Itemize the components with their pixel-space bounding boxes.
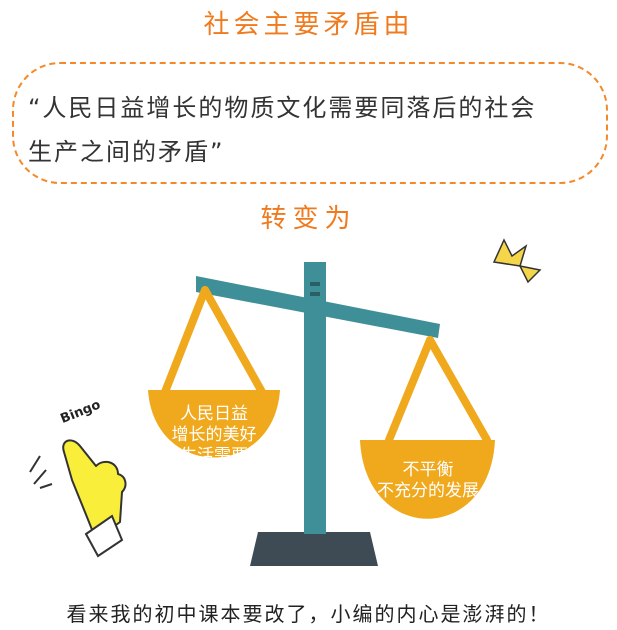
- quote-text: “人民日益增长的物质文化需要同落后的社会 生产之间的矛盾”: [28, 86, 598, 174]
- quote-line-2: 生产之间的矛盾”: [28, 138, 225, 166]
- sparkle-icon: [492, 238, 542, 284]
- header-title: 社会主要矛盾由: [203, 10, 414, 40]
- footer-caption: 看来我的初中课本要改了，小编的内心是澎湃的！: [66, 602, 551, 626]
- right-pan: [360, 336, 495, 519]
- right-pan-line-1: 不平衡: [402, 460, 454, 480]
- scale-base: [250, 532, 378, 566]
- thumbs-up-icon: [29, 439, 127, 558]
- left-pan-line-1: 人民日益: [180, 404, 248, 424]
- left-pan-line-3: 生活需要: [180, 446, 248, 466]
- left-pan: [148, 286, 280, 458]
- scale-pole: [304, 262, 326, 534]
- transition-title: 转变为: [260, 204, 357, 234]
- pole-screw-top: [310, 282, 320, 286]
- quote-line-1: “人民日益增长的物质文化需要同落后的社会: [28, 94, 537, 122]
- quote-bubble: [12, 62, 608, 184]
- scale-beam: [196, 276, 440, 338]
- right-pan-label: 不平衡 不充分的发展: [362, 460, 494, 502]
- left-pan-line-2: 增长的美好: [171, 425, 257, 445]
- right-pan-line-2: 不充分的发展: [377, 481, 479, 501]
- left-pan-label: 人民日益 增长的美好 生活需要: [150, 404, 278, 467]
- pole-screw-middle: [310, 292, 320, 296]
